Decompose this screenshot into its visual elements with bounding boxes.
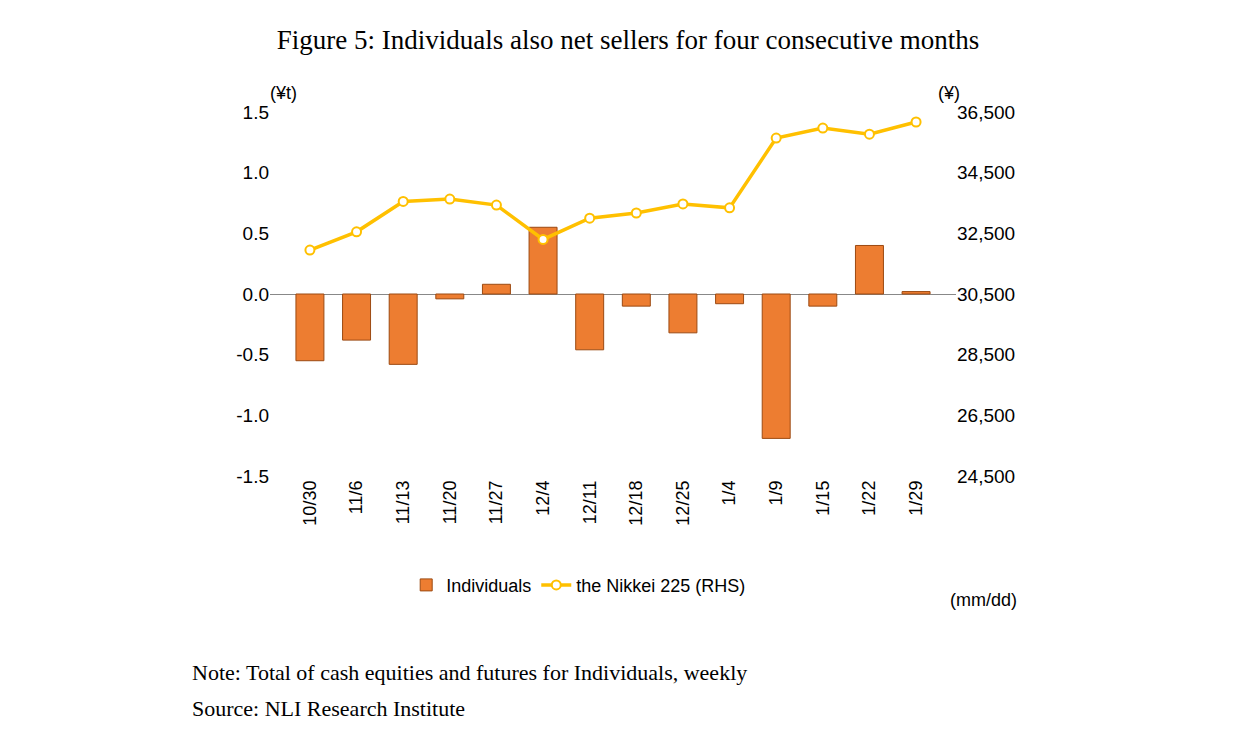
svg-text:the Nikkei 225 (RHS): the Nikkei 225 (RHS) <box>576 576 745 596</box>
svg-text:(¥): (¥) <box>938 83 960 103</box>
svg-text:1/29: 1/29 <box>906 481 926 516</box>
svg-text:36,500: 36,500 <box>957 102 1015 123</box>
svg-text:26,500: 26,500 <box>957 405 1015 426</box>
svg-text:1/4: 1/4 <box>719 481 739 506</box>
svg-text:-1.5: -1.5 <box>236 466 269 487</box>
svg-text:24,500: 24,500 <box>957 466 1015 487</box>
svg-text:(mm/dd): (mm/dd) <box>950 590 1017 610</box>
svg-text:11/27: 11/27 <box>486 481 506 525</box>
svg-text:0.0: 0.0 <box>243 284 269 305</box>
svg-text:11/13: 11/13 <box>393 481 413 525</box>
svg-text:1/15: 1/15 <box>813 481 833 516</box>
svg-text:28,500: 28,500 <box>957 344 1015 365</box>
svg-text:30,500: 30,500 <box>957 284 1015 305</box>
svg-text:Figure 5: Individuals also net: Figure 5: Individuals also net sellers f… <box>277 25 980 55</box>
svg-text:12/25: 12/25 <box>673 481 693 526</box>
svg-text:Note: Total of cash equities a: Note: Total of cash equities and futures… <box>192 660 747 685</box>
svg-text:10/30: 10/30 <box>300 481 320 526</box>
svg-text:11/20: 11/20 <box>440 481 460 525</box>
svg-text:-0.5: -0.5 <box>236 344 269 365</box>
svg-text:12/4: 12/4 <box>533 481 553 516</box>
svg-text:(¥t): (¥t) <box>270 83 297 103</box>
svg-text:32,500: 32,500 <box>957 223 1015 244</box>
svg-text:1.0: 1.0 <box>243 162 269 183</box>
svg-text:34,500: 34,500 <box>957 162 1015 183</box>
svg-text:1/9: 1/9 <box>766 481 786 506</box>
svg-text:1.5: 1.5 <box>243 102 269 123</box>
svg-text:12/18: 12/18 <box>626 481 646 526</box>
svg-text:0.5: 0.5 <box>243 223 269 244</box>
svg-text:1/22: 1/22 <box>859 481 879 516</box>
svg-text:-1.0: -1.0 <box>236 405 269 426</box>
svg-text:Source: NLI Research Institute: Source: NLI Research Institute <box>192 696 465 721</box>
svg-text:12/11: 12/11 <box>580 481 600 525</box>
svg-text:Individuals: Individuals <box>446 576 531 596</box>
svg-text:11/6: 11/6 <box>346 481 366 515</box>
